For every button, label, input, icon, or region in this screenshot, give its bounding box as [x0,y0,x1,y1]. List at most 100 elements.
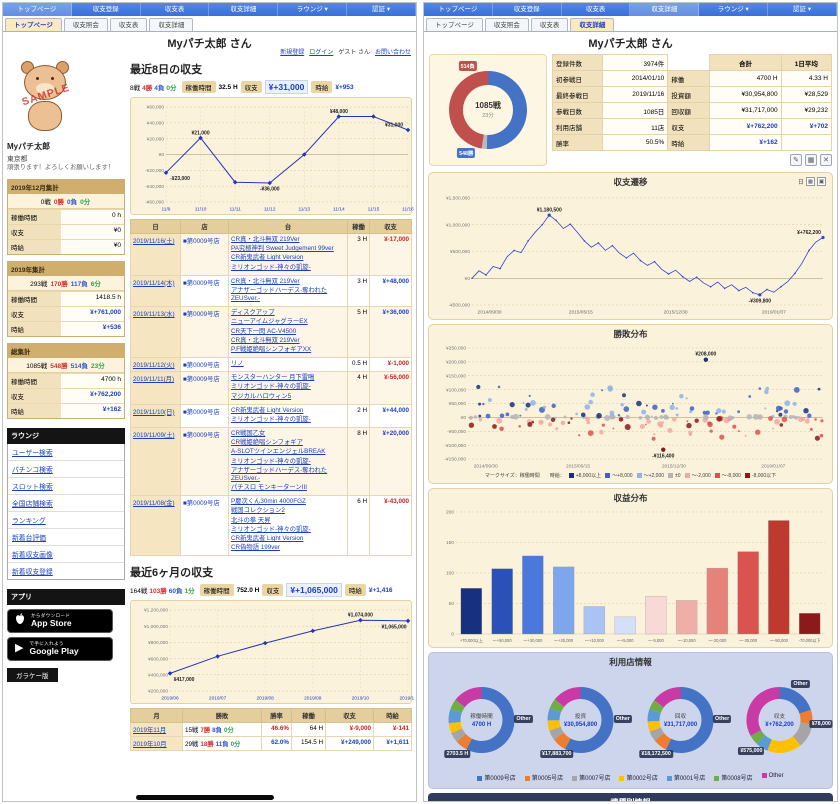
tab[interactable]: トップページ [426,18,483,31]
date-link[interactable]: 2019/11/13(水) [130,306,181,359]
image-icon[interactable]: ▣ [817,177,826,186]
machine-link[interactable]: アナザーゴッドハーデス-奪われたZEUSver.- [231,286,328,303]
lounge-link[interactable]: 全国店舗検索 [8,494,124,512]
store-link[interactable]: ■第0009号店 [180,233,229,276]
machine-link[interactable]: CR新鬼武者 Light Version [231,254,304,262]
col-hours: 稼働 [291,708,326,724]
date-link[interactable]: 2019/11/16(土) [130,233,181,276]
store-link[interactable]: ■第0009号店 [180,427,229,497]
nav-item[interactable]: ラウンジ ▾ [278,3,348,16]
date-link[interactable]: 2019/11/11(月) [130,371,181,405]
user-link[interactable]: ゲスト さん [338,50,370,56]
machine-link[interactable]: P.F戦姫絶唱シンフォギアXX [231,345,312,353]
machine-link[interactable]: CR真・北斗無双 219Ver [231,236,300,243]
nav-item[interactable]: 収支表 [562,3,631,16]
machine-link[interactable]: ミリオンゴッド-神々の凱旋- [231,383,311,391]
store-donut-label: ¥17,883,700 [540,750,574,759]
edit-icon[interactable]: ✎ [790,154,802,166]
tab[interactable]: 収支表 [109,18,148,31]
nav-item[interactable]: トップページ [424,3,493,16]
machine-link[interactable]: CR戦姫絶唱シンフォギア [231,439,303,447]
machine-link[interactable]: ミリオンゴッド-神々の凱旋- [231,457,311,465]
store-link[interactable]: ■第0009号店 [180,495,229,557]
tab[interactable]: 収支詳細 [570,18,615,31]
machine-link[interactable]: A-SLOTツインエンジェルBREAK [231,448,326,456]
machine-link[interactable]: CR偽物語 199ver [231,544,280,552]
summary-month-record: 0戦 0勝 0負 0分 [8,193,124,209]
machine-link[interactable]: マジカルハロウィン5 [231,392,292,400]
store-link[interactable]: ■第0009号店 [180,403,229,429]
feature-phone-link[interactable]: ガラケー版 [7,667,58,682]
date-link[interactable]: 2019/11/08(金) [130,495,181,557]
nav-item[interactable]: 収支登録 [493,3,562,16]
lounge-link[interactable]: 新着収支画像 [8,545,124,563]
machine-link[interactable]: CR天下一閃 AC-V4500 [231,327,297,335]
machine-link[interactable]: リノ [231,360,244,368]
date-link[interactable]: 2019/11/12(火) [130,357,181,373]
machine-link[interactable]: PA究極神判 Sweet Judgement 99ver [231,245,334,253]
tab[interactable]: トップページ [5,18,62,31]
user-link[interactable]: 新規登録 [280,50,305,56]
month-link[interactable]: 2019年11月 [130,722,183,738]
tab[interactable]: 収支照会 [63,18,108,31]
tab[interactable]: 収支照会 [484,18,529,31]
machine-link[interactable]: アナザーゴッドハーデス-奪われたZEUSver.- [231,466,328,482]
date-link[interactable]: 2019/11/14(木) [130,274,181,308]
bear-eye-icon [36,77,39,80]
machine-link[interactable]: P慶次くん30min 4000FGZ [231,498,306,506]
machine-link[interactable]: CR真・北斗無双 219Ver [231,277,300,285]
tab[interactable]: 収支表 [530,18,569,31]
machine-link[interactable]: CR新鬼武者 Light Version [231,534,304,542]
machine-link[interactable]: ミリオンゴッド-神々の凱旋- [231,263,311,271]
machine-link[interactable]: CR真・北斗無双 219Ver [231,336,300,344]
lounge-link[interactable]: スロット検索 [8,477,124,495]
nav-item[interactable]: ラウンジ ▾ [699,3,769,16]
lounge-link[interactable]: ユーザー検索 [8,443,124,461]
period-day-label[interactable]: 日 [797,180,804,186]
lounge-link[interactable]: 新着収支登録 [8,562,124,579]
machine-link[interactable]: モンスターハンター 月下雷鳴 [231,374,315,382]
calendar-icon[interactable]: ▦ [805,154,817,166]
lounge-link[interactable]: ランキング [8,511,124,529]
nav-item[interactable]: 収支登録 [72,3,141,16]
store-link[interactable]: ■第0009号店 [180,306,229,359]
date-link[interactable]: 2019/11/09(土) [130,427,181,497]
legend-swatch-icon [572,775,578,781]
machine-link[interactable]: CR戦国乙女 [231,430,266,438]
nav-item[interactable]: 収支詳細 [209,3,279,16]
machine-link[interactable]: 戦国コレクション2 [231,507,285,515]
date-link[interactable]: 2019/11/10(日) [130,403,181,429]
month-amount: ¥+249,000 [325,736,374,752]
detail-summary: 1085戦 23分 514負 548勝 登録件数 3974件 合計 1日平均 初参戦… [424,50,837,168]
store-link[interactable]: ■第0009号店 [180,274,229,308]
google-play-badge[interactable]: ▶ で手に入れよう Google Play [7,636,113,661]
month-link[interactable]: 2019年10月 [130,736,183,752]
machine-link[interactable]: ディスクアップ [231,309,275,317]
machine-link[interactable]: ミリオンゴッド-神々の凱旋- [231,525,311,533]
delete-icon[interactable]: ✕ [820,154,832,166]
machine-link[interactable]: ニューアイムジャグラーEX [231,318,308,326]
svg-text:¥250,000: ¥250,000 [446,346,466,352]
nav-item[interactable]: トップページ [3,3,72,16]
nav-item[interactable]: 収支表 [141,3,210,16]
nav-item[interactable]: 収支詳細 [630,3,700,16]
nav-item[interactable]: 認証 ▾ [347,3,416,16]
store-link[interactable]: ■第0009号店 [180,357,229,373]
lounge-link[interactable]: パチンコ検索 [8,460,124,478]
user-link[interactable]: お問い合わせ [374,50,411,56]
app-store-badge[interactable]: からダウンロード App Store [7,608,113,633]
user-link[interactable]: ログイン [309,50,334,56]
lounge-link[interactable]: 新着台評価 [8,528,124,546]
recent6-title: 最近6ヶ月の収支 [130,567,214,580]
nav-item[interactable]: 認証 ▾ [768,3,837,16]
machine-link[interactable]: パチスロ モンキーターンIII [231,484,307,492]
machine-link[interactable]: ミリオンゴッド-神々の凱旋- [231,415,311,423]
calendar-icon[interactable]: ▦ [806,177,815,186]
store-link[interactable]: ■第0009号店 [180,371,229,405]
tab[interactable]: 収支詳細 [149,18,194,31]
machine-link[interactable]: CR新鬼武者 Light Version [231,406,304,414]
summary-cell: ¥29,232 [780,102,833,119]
svg-text:2019/11: 2019/11 [400,696,414,702]
machine-link[interactable]: 北斗の拳 天昇 [231,516,271,524]
machine-info-header[interactable]: 機種別情報 [428,793,833,801]
